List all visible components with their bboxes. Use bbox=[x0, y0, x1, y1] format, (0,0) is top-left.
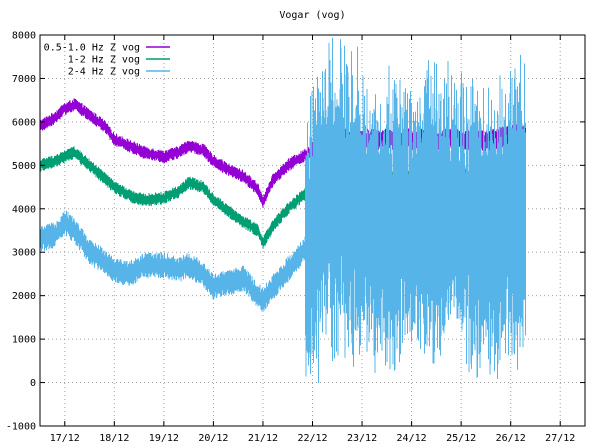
x-tick-label: 20/12 bbox=[198, 433, 228, 444]
x-tick-label: 19/12 bbox=[149, 433, 179, 444]
legend-label: 0.5-1.0 Hz Z vog bbox=[44, 43, 140, 54]
x-tick-label: 24/12 bbox=[397, 433, 427, 444]
x-tick-label: 27/12 bbox=[545, 433, 575, 444]
y-tick-label: 5000 bbox=[12, 161, 36, 172]
series-line bbox=[40, 38, 526, 383]
x-tick-label: 25/12 bbox=[446, 433, 476, 444]
chart-title: Vogar (vog) bbox=[279, 10, 345, 21]
legend-label: 1-2 Hz Z vog bbox=[68, 55, 140, 66]
x-tick-label: 23/12 bbox=[347, 433, 377, 444]
y-tick-label: 2000 bbox=[12, 291, 36, 302]
x-tick-label: 22/12 bbox=[297, 433, 327, 444]
axis-ticks: -1000 0 1000 2000 3000 4000 5000 6000 7000 8000 17… bbox=[6, 31, 585, 444]
y-tick-label: 4000 bbox=[12, 204, 36, 215]
x-tick-label: 26/12 bbox=[496, 433, 526, 444]
y-tick-label: 1000 bbox=[12, 335, 36, 346]
y-tick-label: 7000 bbox=[12, 74, 36, 85]
x-tick-label: 17/12 bbox=[50, 433, 80, 444]
series-layer bbox=[40, 38, 526, 383]
y-tick-label: 6000 bbox=[12, 117, 36, 128]
y-tick-label: 8000 bbox=[12, 31, 36, 42]
x-tick-label: 18/12 bbox=[99, 433, 129, 444]
x-tick-label: 21/12 bbox=[248, 433, 278, 444]
y-tick-label: 0 bbox=[30, 378, 36, 389]
y-tick-label: 3000 bbox=[12, 248, 36, 259]
y-tick-label: -1000 bbox=[6, 422, 36, 433]
legend-label: 2-4 Hz Z vog bbox=[68, 67, 140, 78]
